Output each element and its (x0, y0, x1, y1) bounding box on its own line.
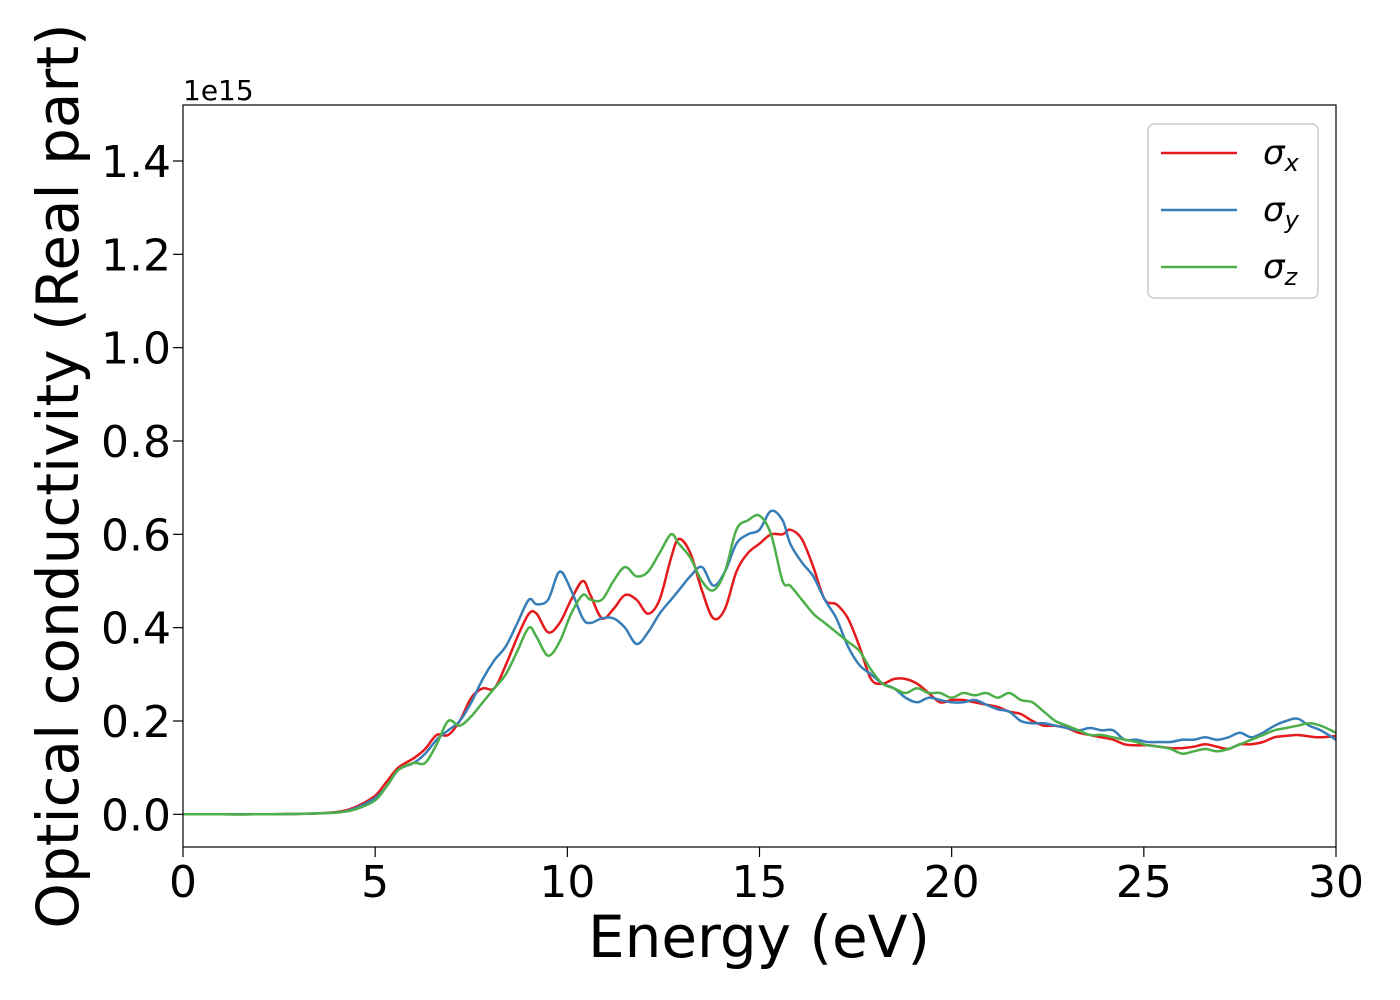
y-tick-label: 0.2 (101, 697, 171, 748)
x-axis-label: Energy (eV) (588, 903, 930, 971)
series-layer (183, 509, 1336, 816)
y-axis: 0.0 0.2 0.4 0.6 0.8 1.0 1.2 1.4 (101, 137, 183, 841)
x-tick-label: 25 (1116, 857, 1172, 908)
series-line-z (183, 513, 1336, 816)
x-axis: 0 5 10 15 20 25 30 (169, 847, 1364, 908)
x-tick-label: 20 (924, 857, 980, 908)
y-tick-label: 0.4 (101, 604, 171, 655)
y-tick-label: 1.2 (101, 230, 171, 281)
x-tick-label: 10 (539, 857, 595, 908)
y-axis-label: Optical conductivity (Real part) (24, 23, 92, 928)
series-line-y (183, 509, 1336, 816)
y-tick-label: 1.0 (101, 324, 171, 375)
legend-label-z: σz (1263, 247, 1299, 291)
y-offset-label: 1e15 (183, 74, 254, 107)
x-tick-label: 5 (361, 857, 389, 908)
x-tick-label: 15 (732, 857, 788, 908)
y-tick-label: 0.0 (101, 790, 171, 841)
legend-label-x: σx (1263, 133, 1300, 177)
y-tick-label: 1.4 (101, 137, 171, 188)
x-tick-label: 30 (1308, 857, 1364, 908)
legend: σx σy σz (1147, 123, 1319, 299)
x-tick-label: 0 (169, 857, 197, 908)
legend-label-y: σy (1263, 190, 1300, 234)
y-tick-label: 0.8 (101, 417, 171, 468)
y-tick-label: 0.6 (101, 510, 171, 561)
